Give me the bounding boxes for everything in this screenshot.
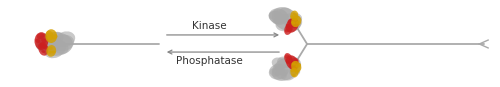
Ellipse shape xyxy=(276,18,293,31)
Ellipse shape xyxy=(40,44,44,48)
Ellipse shape xyxy=(294,18,298,21)
Ellipse shape xyxy=(286,18,299,33)
Ellipse shape xyxy=(275,64,282,70)
Ellipse shape xyxy=(290,68,298,77)
Ellipse shape xyxy=(42,50,45,53)
Ellipse shape xyxy=(46,35,53,40)
Ellipse shape xyxy=(46,45,56,57)
Ellipse shape xyxy=(36,41,50,52)
Ellipse shape xyxy=(46,29,57,43)
Ellipse shape xyxy=(291,61,302,72)
Ellipse shape xyxy=(48,51,52,54)
Ellipse shape xyxy=(48,47,52,50)
Ellipse shape xyxy=(282,13,302,29)
Ellipse shape xyxy=(288,59,293,63)
Ellipse shape xyxy=(38,32,73,56)
Ellipse shape xyxy=(278,14,289,23)
Ellipse shape xyxy=(292,74,296,77)
Ellipse shape xyxy=(272,56,301,81)
Ellipse shape xyxy=(293,13,296,15)
Ellipse shape xyxy=(272,7,301,32)
Ellipse shape xyxy=(288,67,300,76)
Ellipse shape xyxy=(291,21,296,24)
Ellipse shape xyxy=(40,38,60,54)
Ellipse shape xyxy=(272,19,280,24)
Ellipse shape xyxy=(48,32,64,45)
Ellipse shape xyxy=(276,70,286,79)
Ellipse shape xyxy=(46,31,53,36)
Ellipse shape xyxy=(35,39,40,43)
Ellipse shape xyxy=(42,34,54,43)
Ellipse shape xyxy=(48,36,60,47)
Ellipse shape xyxy=(37,33,44,39)
Ellipse shape xyxy=(294,69,298,72)
Ellipse shape xyxy=(52,51,56,54)
Ellipse shape xyxy=(284,23,292,35)
Ellipse shape xyxy=(38,42,48,56)
Ellipse shape xyxy=(290,11,298,20)
Ellipse shape xyxy=(286,61,289,64)
Ellipse shape xyxy=(52,40,68,54)
Ellipse shape xyxy=(272,58,286,69)
Ellipse shape xyxy=(34,32,48,50)
Ellipse shape xyxy=(43,46,49,50)
Ellipse shape xyxy=(289,28,292,31)
Ellipse shape xyxy=(291,16,302,27)
Ellipse shape xyxy=(270,68,280,77)
Ellipse shape xyxy=(294,70,300,74)
Ellipse shape xyxy=(268,11,284,23)
Ellipse shape xyxy=(274,15,286,25)
Ellipse shape xyxy=(286,59,299,70)
Ellipse shape xyxy=(277,57,292,68)
Ellipse shape xyxy=(290,13,302,23)
Ellipse shape xyxy=(290,69,294,72)
Ellipse shape xyxy=(36,33,59,51)
Ellipse shape xyxy=(291,58,298,64)
Ellipse shape xyxy=(285,29,289,33)
Ellipse shape xyxy=(52,34,58,39)
Ellipse shape xyxy=(284,55,289,58)
Ellipse shape xyxy=(294,14,298,17)
Ellipse shape xyxy=(269,11,279,19)
Ellipse shape xyxy=(289,62,296,68)
Ellipse shape xyxy=(296,21,300,24)
Ellipse shape xyxy=(289,57,292,60)
Ellipse shape xyxy=(53,35,74,51)
Ellipse shape xyxy=(292,62,296,66)
Ellipse shape xyxy=(44,40,66,58)
Ellipse shape xyxy=(269,64,288,80)
Ellipse shape xyxy=(290,15,294,19)
Text: Kinase: Kinase xyxy=(192,21,227,31)
Ellipse shape xyxy=(38,43,46,48)
Ellipse shape xyxy=(288,18,295,24)
Ellipse shape xyxy=(36,35,53,48)
Ellipse shape xyxy=(269,8,288,24)
Ellipse shape xyxy=(55,31,75,47)
Ellipse shape xyxy=(286,24,290,27)
Ellipse shape xyxy=(38,36,47,44)
Ellipse shape xyxy=(279,68,287,75)
Ellipse shape xyxy=(286,55,299,70)
Ellipse shape xyxy=(41,38,46,43)
Ellipse shape xyxy=(284,53,292,64)
Ellipse shape xyxy=(280,69,295,81)
Ellipse shape xyxy=(287,26,291,29)
Ellipse shape xyxy=(48,41,58,50)
Ellipse shape xyxy=(280,7,292,17)
Ellipse shape xyxy=(292,25,296,28)
Ellipse shape xyxy=(274,9,286,19)
Text: Phosphatase: Phosphatase xyxy=(176,56,243,66)
Ellipse shape xyxy=(296,63,301,68)
Ellipse shape xyxy=(272,66,285,76)
